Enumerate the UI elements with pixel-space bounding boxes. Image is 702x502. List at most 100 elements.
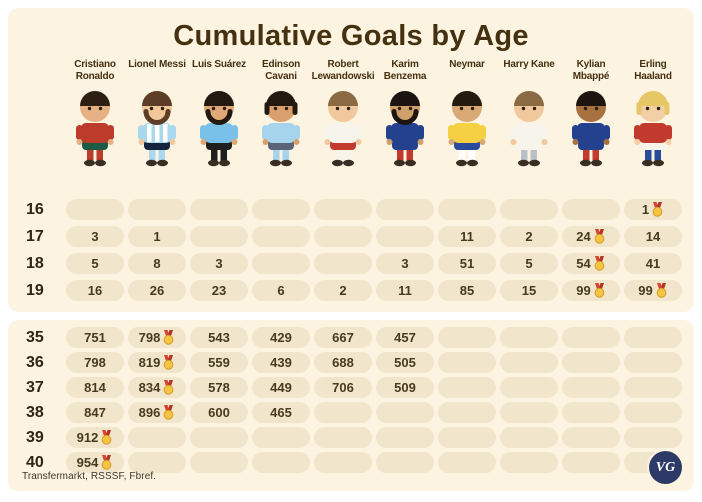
karim-benzema-figure (386, 91, 424, 167)
goal-cell-age17-kylian-mbappe: 24 (562, 226, 620, 247)
goal-value: 457 (394, 330, 416, 345)
goal-cell-age16-edinson-cavani (252, 199, 310, 220)
goal-cell-age40-neymar (438, 452, 496, 473)
goal-cell-age19-luis-suarez: 23 (190, 280, 248, 301)
goal-cell-age37-edinson-cavani: 449 (252, 377, 310, 398)
goal-cell-age38-harry-kane (500, 402, 558, 423)
goal-cell-age16-neymar (438, 199, 496, 220)
age-label: 40 (26, 453, 44, 471)
age-label: 38 (26, 403, 44, 421)
goal-cell-age19-erling-haaland: 99 (624, 280, 682, 301)
goal-cell-age37-neymar (438, 377, 496, 398)
kylian-mbappe-avatar (563, 87, 619, 171)
goal-cell-age36-cristiano-ronaldo: 798 (66, 352, 124, 373)
cristiano-ronaldo-figure (76, 91, 114, 167)
goal-value: 24 (576, 229, 591, 244)
goal-cell-age38-kylian-mbappe (562, 402, 620, 423)
player-column-erling-haaland: Erling Haaland (622, 59, 684, 171)
goal-cell-age18-edinson-cavani (252, 253, 310, 274)
player-column-cristiano-ronaldo: Cristiano Ronaldo (64, 59, 126, 171)
goal-value: 1 (641, 202, 650, 217)
bottom-panel: 35 751 798 543 429 667 457 36 798 819 559 439 688 5… (8, 320, 694, 491)
goal-cell-age35-luis-suarez: 543 (190, 327, 248, 348)
age-row-16: 16 1 (8, 196, 694, 223)
goal-cell-age17-robert-lewandowski (314, 226, 372, 247)
player-column-lionel-messi: Lionel Messi (126, 59, 188, 171)
goal-cell-age18-neymar: 51 (438, 253, 496, 274)
goal-cell-age18-luis-suarez: 3 (190, 253, 248, 274)
goal-value: 578 (208, 380, 230, 395)
player-name: Cristiano Ronaldo (74, 59, 116, 82)
goal-value: 15 (521, 283, 537, 298)
medal-icon (101, 455, 112, 470)
age-row-17: 17 3 1 11 2 24 14 (8, 223, 694, 250)
goal-cell-age40-robert-lewandowski (314, 452, 372, 473)
player-name: Erling Haaland (634, 59, 672, 82)
medal-icon (163, 405, 174, 420)
goal-value: 8 (153, 256, 161, 271)
goal-cell-age35-karim-benzema: 457 (376, 327, 434, 348)
goal-value: 14 (645, 229, 661, 244)
medal-icon (594, 283, 605, 298)
age-label: 17 (26, 227, 44, 245)
goal-cell-age38-neymar (438, 402, 496, 423)
lionel-messi-figure (138, 91, 176, 167)
goal-value: 41 (645, 256, 661, 271)
goal-cell-age37-cristiano-ronaldo: 814 (66, 377, 124, 398)
age-row-36: 36 798 819 559 439 688 505 (8, 350, 694, 375)
goal-cell-age17-cristiano-ronaldo: 3 (66, 226, 124, 247)
age-row-39: 39 912 (8, 425, 694, 450)
player-column-karim-benzema: Karim Benzema (374, 59, 436, 171)
erling-haaland-avatar (625, 87, 681, 171)
goal-cell-age38-luis-suarez: 600 (190, 402, 248, 423)
goal-cell-age19-karim-benzema: 11 (376, 280, 434, 301)
player-name: Lionel Messi (128, 59, 186, 70)
goal-cell-age17-neymar: 11 (438, 226, 496, 247)
goal-cell-age18-cristiano-ronaldo: 5 (66, 253, 124, 274)
goal-value: 706 (332, 380, 354, 395)
player-column-luis-suarez: Luis Suárez (188, 59, 250, 171)
goal-cell-age40-karim-benzema (376, 452, 434, 473)
age-label: 37 (26, 378, 44, 396)
goal-value: 751 (84, 330, 106, 345)
player-name: Edinson Cavani (261, 59, 301, 82)
goal-value: 26 (149, 283, 165, 298)
goal-value: 798 (84, 355, 106, 370)
goal-cell-age39-neymar (438, 427, 496, 448)
goal-cell-age17-erling-haaland: 14 (624, 226, 682, 247)
goal-cell-age36-erling-haaland (624, 352, 682, 373)
goal-cell-age19-cristiano-ronaldo: 16 (66, 280, 124, 301)
goal-cell-age16-karim-benzema (376, 199, 434, 220)
top-panel: Cumulative Goals by Age Cristiano Ronald… (8, 8, 694, 312)
goal-value: 99 (638, 283, 653, 298)
goal-cell-age35-edinson-cavani: 429 (252, 327, 310, 348)
goal-cell-age38-robert-lewandowski (314, 402, 372, 423)
erling-haaland-figure (634, 91, 672, 167)
medal-icon (163, 330, 174, 345)
goal-cell-age40-edinson-cavani (252, 452, 310, 473)
age-label: 39 (26, 428, 44, 446)
goal-cell-age18-karim-benzema: 3 (376, 253, 434, 274)
goal-cell-age37-erling-haaland (624, 377, 682, 398)
goal-cell-age37-luis-suarez: 578 (190, 377, 248, 398)
medal-icon (594, 229, 605, 244)
medal-icon (163, 355, 174, 370)
goal-cell-age35-erling-haaland (624, 327, 682, 348)
goal-cell-age19-lionel-messi: 26 (128, 280, 186, 301)
goal-value: 3 (401, 256, 409, 271)
goal-value: 85 (459, 283, 475, 298)
goal-value: 819 (138, 355, 161, 370)
player-column-harry-kane: Harry Kane (498, 59, 560, 171)
goal-cell-age35-kylian-mbappe (562, 327, 620, 348)
goal-value: 16 (87, 283, 103, 298)
goal-cell-age38-karim-benzema (376, 402, 434, 423)
goal-cell-age40-lionel-messi (128, 452, 186, 473)
player-column-neymar: Neymar (436, 59, 498, 171)
goal-cell-age39-kylian-mbappe (562, 427, 620, 448)
goal-value: 439 (270, 355, 292, 370)
vg-logo-text: VG (655, 459, 676, 475)
goal-cell-age16-harry-kane (500, 199, 558, 220)
age-label: 36 (26, 353, 44, 371)
goal-cell-age39-erling-haaland (624, 427, 682, 448)
goal-value: 23 (211, 283, 227, 298)
